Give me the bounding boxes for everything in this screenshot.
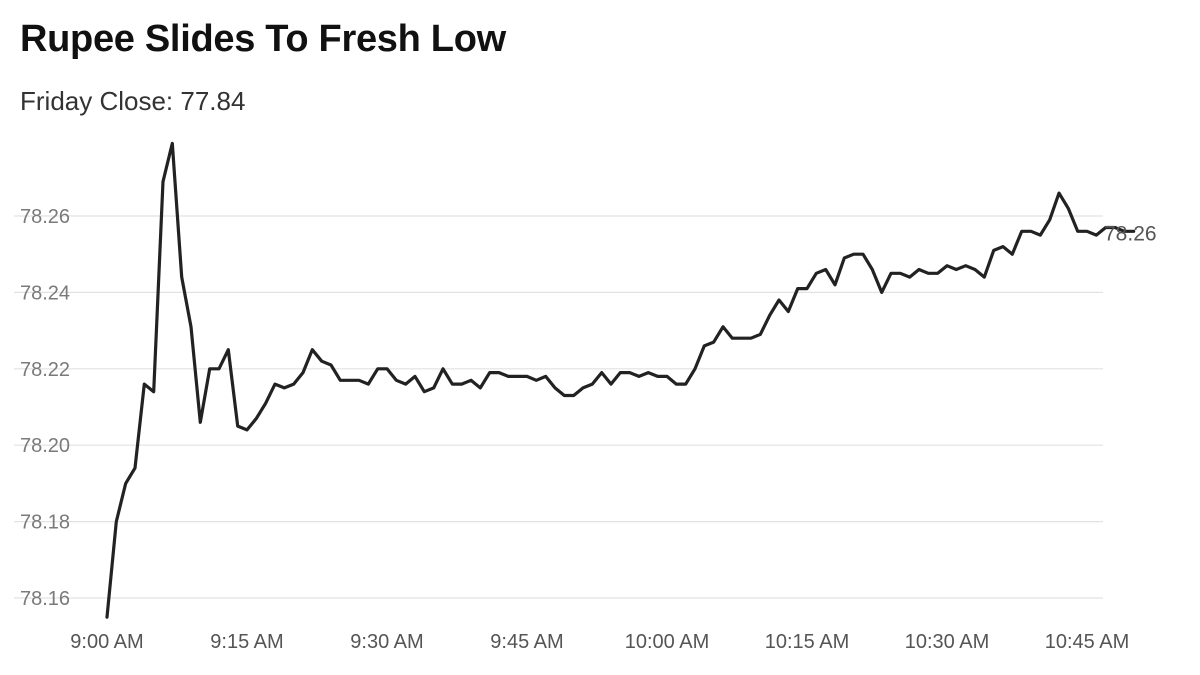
chart-title: Rupee Slides To Fresh Low: [20, 18, 506, 60]
chart-subtitle: Friday Close: 77.84: [20, 86, 246, 116]
y-tick-label-78.26: 78.26: [20, 206, 70, 228]
x-tick-label-1045am: 10:45 AM: [1045, 631, 1130, 653]
y-tick-label-78.20: 78.20: [20, 435, 70, 457]
x-axis-ticks: 9:00 AM 9:15 AM 9:30 AM 9:45 AM 10:00 AM 10:1…: [70, 631, 1129, 653]
x-tick-label-930am: 9:30 AM: [350, 631, 423, 653]
last-value-label: 78.26: [1104, 222, 1157, 245]
gridlines: [14, 215, 1103, 599]
y-tick-label-78.18: 78.18: [20, 512, 70, 534]
x-tick-label-1030am: 10:30 AM: [905, 631, 990, 653]
y-tick-label-78.22: 78.22: [20, 359, 70, 381]
x-tick-label-1000am: 10:00 AM: [625, 631, 710, 653]
y-tick-label-78.24: 78.24: [20, 282, 70, 304]
x-tick-label-1015am: 10:15 AM: [765, 631, 850, 653]
y-tick-label-78.16: 78.16: [20, 588, 70, 610]
x-tick-label-900am: 9:00 AM: [70, 631, 143, 653]
x-tick-label-915am: 9:15 AM: [210, 631, 283, 653]
x-tick-label-945am: 9:45 AM: [490, 631, 563, 653]
series-line-usd-inr: [105, 141, 1136, 619]
y-axis-ticks: 78.16 78.18 78.20 78.22 78.24 78.26: [20, 206, 70, 610]
